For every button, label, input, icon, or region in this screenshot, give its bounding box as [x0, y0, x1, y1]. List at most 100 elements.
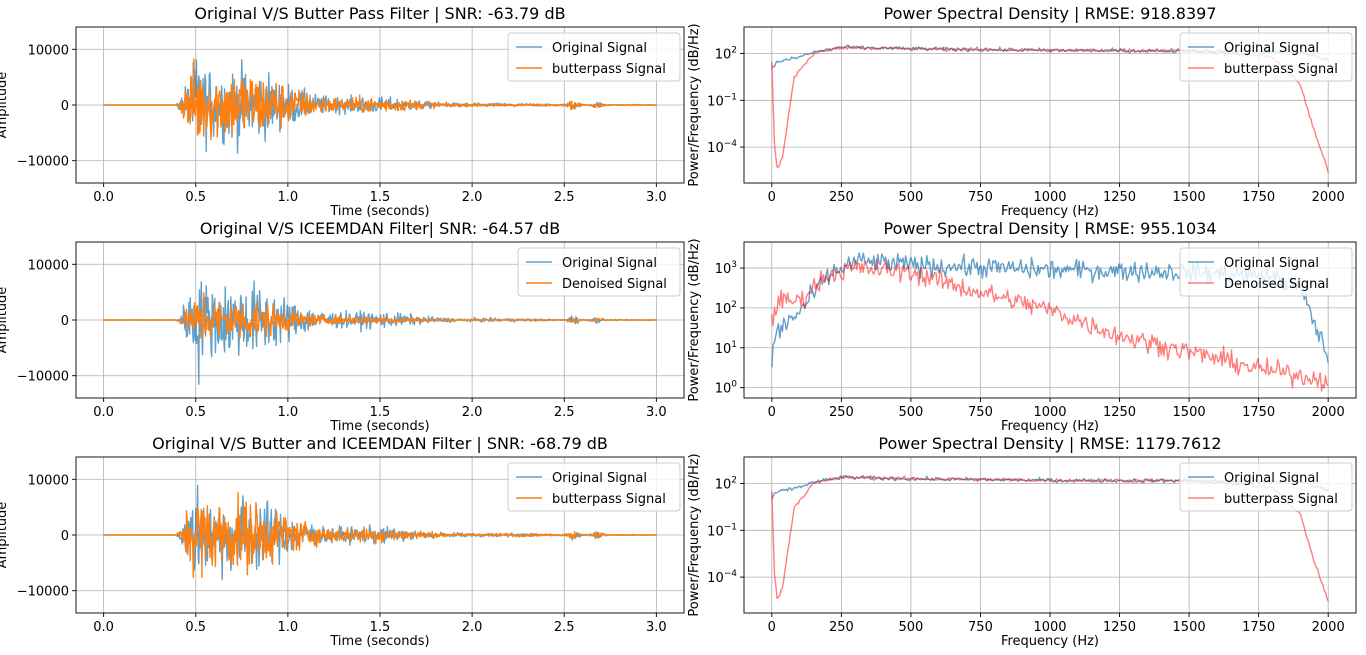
legend-entry: Original Signal — [552, 41, 647, 56]
x-axis-label: Time (seconds) — [329, 204, 429, 219]
y-tick-label: 0 — [61, 314, 69, 329]
legend-entry: Original Signal — [1224, 41, 1319, 56]
x-tick-label: 500 — [898, 190, 923, 205]
subplot-6: 0 250 500 750 1000 1250 1500 1750 2000 10−4 10−1 10… — [687, 434, 1357, 649]
subplot-title: Power Spectral Density | RMSE: 955.1034 — [884, 219, 1217, 238]
y-tick-label: 102 — [715, 476, 737, 493]
x-tick-label: 1.0 — [278, 190, 299, 205]
legend-entry: Original Signal — [562, 256, 657, 271]
y-tick-label: 10000 — [28, 43, 69, 58]
x-tick-label: 1000 — [1033, 190, 1066, 205]
subplot-title: Power Spectral Density | RMSE: 918.8397 — [884, 4, 1217, 23]
x-tick-label: 2000 — [1312, 190, 1345, 205]
x-tick-label: 1250 — [1103, 190, 1136, 205]
x-tick-label: 3.0 — [646, 405, 667, 420]
subplot-1: 0.0 0.5 1.0 1.5 2.0 2.5 3.0 −10000 0 10000 Time (s… — [0, 4, 685, 219]
x-tick-label: 750 — [968, 190, 993, 205]
y-tick-label: 101 — [715, 340, 737, 357]
y-tick-label: 102 — [715, 46, 737, 63]
legend: Original Signal butterpass Signal — [507, 462, 681, 512]
x-tick-label: 2000 — [1312, 620, 1345, 635]
subplot-3: 0.0 0.5 1.0 1.5 2.0 2.5 3.0 −10000 0 10000 Time (s… — [0, 219, 685, 434]
series-line-2 — [103, 58, 657, 141]
x-tick-label: 250 — [829, 405, 854, 420]
x-tick-label: 3.0 — [646, 620, 667, 635]
subplot-title: Original V/S ICEEMDAN Filter| SNR: -64.5… — [200, 219, 560, 238]
x-tick-label: 1.5 — [370, 405, 391, 420]
x-tick-label: 0.0 — [93, 405, 114, 420]
x-tick-label: 500 — [898, 405, 923, 420]
x-tick-label: 1.0 — [278, 620, 299, 635]
subplot-2: 0 250 500 750 1000 1250 1500 1750 2000 10−4 10−1 10… — [687, 4, 1357, 219]
x-axis-label: Time (seconds) — [329, 634, 429, 649]
subplot-5: 0.0 0.5 1.0 1.5 2.0 2.5 3.0 −10000 0 10000 Time (s… — [0, 434, 685, 649]
series-line-2 — [103, 292, 657, 341]
x-tick-label: 1500 — [1173, 620, 1206, 635]
x-tick-label: 0.5 — [185, 405, 206, 420]
series-line-2 — [771, 258, 1329, 392]
x-tick-label: 2.5 — [554, 620, 575, 635]
x-tick-label: 1250 — [1103, 405, 1136, 420]
y-tick-label: 0 — [61, 99, 69, 114]
x-tick-label: 1000 — [1033, 620, 1066, 635]
legend-entry: Original Signal — [552, 471, 647, 486]
x-tick-label: 250 — [829, 620, 854, 635]
x-tick-label: 2.5 — [554, 405, 575, 420]
x-tick-label: 0 — [768, 190, 776, 205]
y-tick-label: 103 — [715, 260, 737, 277]
x-tick-label: 1750 — [1242, 190, 1275, 205]
x-tick-label: 0.0 — [93, 190, 114, 205]
x-tick-label: 250 — [829, 190, 854, 205]
x-tick-label: 1500 — [1173, 405, 1206, 420]
y-tick-label: 0 — [61, 529, 69, 544]
legend: Original Signal butterpass Signal — [1179, 32, 1353, 82]
x-tick-label: 2.0 — [462, 190, 483, 205]
subplot-title: Original V/S Butter Pass Filter | SNR: -… — [194, 4, 565, 23]
x-tick-label: 500 — [898, 620, 923, 635]
y-tick-label: 10000 — [28, 258, 69, 273]
x-tick-label: 0.5 — [185, 620, 206, 635]
x-tick-label: 2000 — [1312, 405, 1345, 420]
y-axis-label: Power/Frequency (dB/Hz) — [687, 23, 702, 186]
y-tick-label: 100 — [715, 380, 738, 397]
x-tick-label: 2.0 — [462, 405, 483, 420]
y-axis-label: Amplitude — [0, 72, 10, 139]
x-axis-label: Frequency (Hz) — [1001, 419, 1099, 434]
x-axis-label: Frequency (Hz) — [1001, 634, 1099, 649]
y-axis-label: Power/Frequency (dB/Hz) — [687, 238, 702, 401]
x-tick-label: 1750 — [1242, 405, 1275, 420]
x-axis-label: Time (seconds) — [329, 419, 429, 434]
y-tick-label: 10000 — [28, 473, 69, 488]
legend-entry: Denoised Signal — [562, 277, 667, 292]
legend-entry: Denoised Signal — [1224, 277, 1329, 292]
y-axis-label: Power/Frequency (dB/Hz) — [687, 453, 702, 616]
subplot-title: Power Spectral Density | RMSE: 1179.7612 — [878, 434, 1221, 453]
x-tick-label: 750 — [968, 405, 993, 420]
series-line-2 — [103, 491, 657, 579]
y-tick-label: −10000 — [17, 155, 69, 170]
y-tick-label: 10−1 — [707, 522, 737, 539]
legend-entry: Original Signal — [1224, 256, 1319, 271]
x-tick-label: 750 — [968, 620, 993, 635]
legend-entry: butterpass Signal — [552, 492, 666, 507]
subplot-title: Original V/S Butter and ICEEMDAN Filter … — [152, 434, 608, 453]
legend: Original Signal butterpass Signal — [507, 32, 681, 82]
x-tick-label: 1.5 — [370, 190, 391, 205]
y-tick-label: 10−1 — [707, 92, 737, 109]
y-tick-label: −10000 — [17, 585, 69, 600]
x-tick-label: 1750 — [1242, 620, 1275, 635]
x-tick-label: 3.0 — [646, 190, 667, 205]
x-tick-label: 1.0 — [278, 405, 299, 420]
x-tick-label: 1250 — [1103, 620, 1136, 635]
y-axis-label: Amplitude — [0, 287, 10, 354]
x-axis-label: Frequency (Hz) — [1001, 204, 1099, 219]
x-tick-label: 2.0 — [462, 620, 483, 635]
legend: Original Signal Denoised Signal — [1179, 247, 1353, 297]
y-tick-label: 10−4 — [707, 569, 737, 586]
x-tick-label: 1.5 — [370, 620, 391, 635]
legend-entry: butterpass Signal — [552, 62, 666, 77]
y-tick-label: 102 — [715, 300, 737, 317]
x-tick-label: 2.5 — [554, 190, 575, 205]
x-tick-label: 1000 — [1033, 405, 1066, 420]
